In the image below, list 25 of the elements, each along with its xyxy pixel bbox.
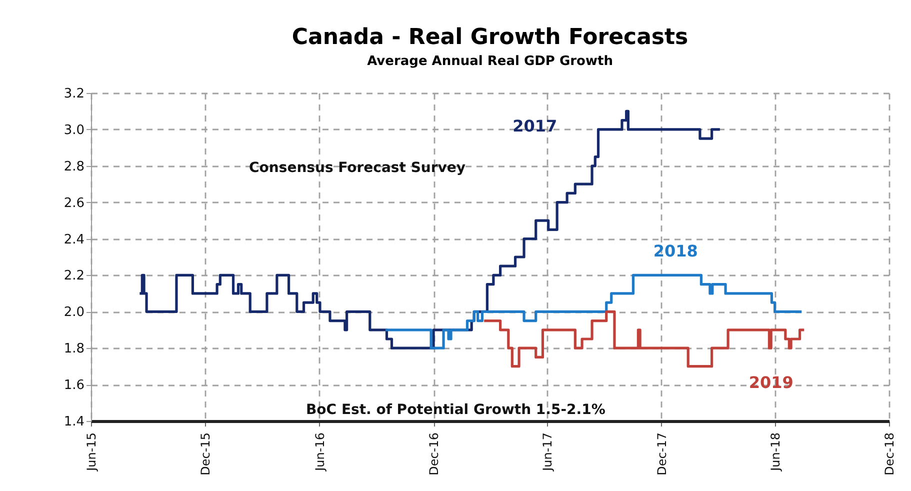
y-tick-label: 1.6 <box>64 378 84 394</box>
x-tick-label: Jun-18 <box>768 432 782 472</box>
y-tick-label: 2.4 <box>64 232 84 248</box>
chart-title: Canada - Real Growth Forecasts <box>292 25 688 50</box>
y-tick-label: 2.8 <box>64 159 84 174</box>
chart-subtitle: Average Annual Real GDP Growth <box>367 54 613 69</box>
y-tick-label: 1.4 <box>64 414 84 430</box>
x-tick-label: Jun-17 <box>540 432 555 472</box>
y-tick-label: 3.2 <box>64 86 84 102</box>
x-tick-label: Dec-15 <box>198 432 213 476</box>
x-tick-label: Jun-16 <box>312 432 327 472</box>
y-tick-label: 1.8 <box>64 342 84 357</box>
y-tick-label: 3.0 <box>64 122 84 138</box>
annotation: Consensus Forecast Survey <box>249 160 466 176</box>
x-tick-label: Dec-16 <box>427 432 442 476</box>
x-tick-label: Dec-18 <box>882 432 896 476</box>
x-tick-label: Jun-15 <box>84 432 98 472</box>
series-label: 2019 <box>748 372 794 392</box>
text: 2017 <box>512 116 558 136</box>
y-tick-label: 2.2 <box>64 268 84 284</box>
series-label: 2018 <box>653 242 698 261</box>
y-tick-label: 2.0 <box>64 305 84 320</box>
x-tick-label: Dec-17 <box>654 432 669 476</box>
annotation: BoC Est. of Potential Growth 1.5-2.1% <box>306 402 606 418</box>
y-tick-label: 2.6 <box>64 196 84 211</box>
